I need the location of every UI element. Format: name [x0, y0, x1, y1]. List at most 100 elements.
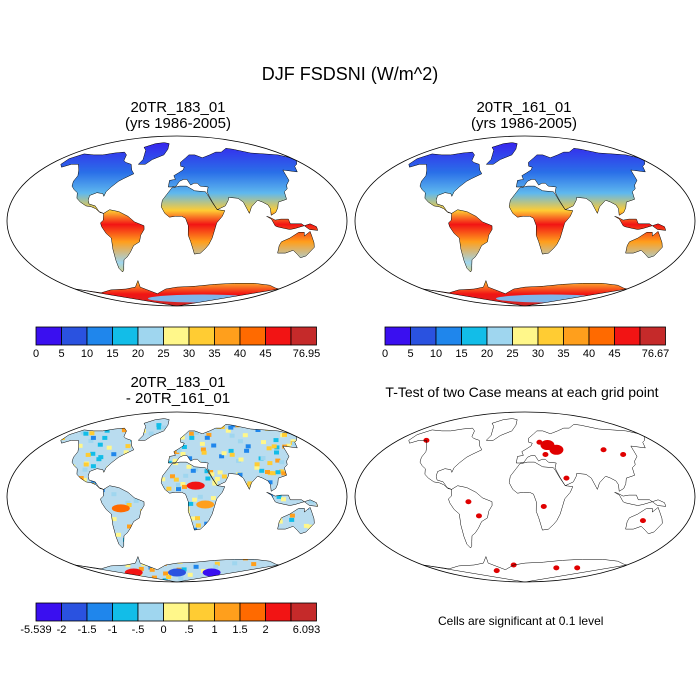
colorbar-tick-label: 25: [506, 348, 519, 360]
coastline-indonesia: [614, 216, 667, 231]
coastline-australia: [277, 506, 315, 535]
coastline-africa: [160, 461, 226, 531]
coastline-antarctica: [422, 279, 628, 306]
colorbar-tick-label: 35: [557, 348, 570, 360]
colorbar-swatch: [265, 602, 292, 622]
coastline-eurasia: [168, 148, 298, 216]
colorbar-tick-label: 0: [381, 348, 389, 360]
panel-2-title-line1: 20TR_161_01: [476, 99, 572, 116]
colorbar-swatch: [86, 602, 113, 622]
colorbar-swatch: [61, 326, 88, 346]
map-panel-1: [6, 135, 348, 307]
colorbar-swatch: [588, 326, 615, 346]
colorbar-swatch: [35, 326, 62, 346]
colorbar-swatch: [410, 326, 437, 346]
colorbar-tick-label: -5.539: [20, 624, 52, 636]
colorbar-swatch: [384, 326, 411, 346]
colorbar-tick-label: 15: [455, 348, 468, 360]
coastline-greenland: [137, 142, 170, 165]
coastline-antarctica: [74, 279, 280, 306]
map-border: [354, 135, 696, 307]
colorbar-tick-label: 40: [582, 348, 596, 360]
coastline-antarctica: [422, 555, 628, 582]
coastline-north-america: [408, 427, 483, 490]
colorbar-tick-label: 76.67: [641, 348, 670, 360]
map-border: [354, 411, 696, 583]
colorbar-swatch: [61, 602, 88, 622]
colorbar-swatch: [188, 326, 215, 346]
colorbar-swatch: [486, 326, 513, 346]
colorbar-swatch: [537, 326, 564, 346]
colorbar-swatch: [435, 326, 462, 346]
coastline-greenland: [485, 418, 518, 441]
coastline-eurasia: [516, 148, 646, 216]
map-border: [6, 411, 348, 583]
coastline-indonesia: [266, 216, 319, 231]
panel-4-title: T-Test of two Case means at each grid po…: [352, 384, 692, 400]
panel-1-title-line2: (yrs 1986-2005): [125, 115, 231, 132]
panel-3-title-line1: 20TR_183_01: [130, 374, 226, 391]
colorbar-panel-3: -5.539 -2 -1.5 -1 -.5 0 .5 1 1.5 2 6.093: [20, 602, 321, 642]
colorbar-tick-label: 20: [480, 348, 494, 360]
panel-3-title: 20TR_183_01 - 20TR_161_01: [8, 375, 348, 407]
panel-1-title: 20TR_183_01 (yrs 1986-2005): [8, 100, 348, 132]
colorbar-tick-label: 5: [58, 348, 65, 360]
colorbar-tick-label: 2: [262, 624, 269, 636]
colorbar-swatch: [163, 326, 190, 346]
coastline-australia: [625, 230, 663, 259]
coastline-north-america: [60, 427, 135, 490]
coastline-africa: [508, 461, 574, 531]
coastline-south-america: [448, 485, 493, 549]
colorbar-swatch: [163, 602, 190, 622]
colorbar-swatch: [290, 326, 317, 346]
colorbar-swatch: [214, 602, 241, 622]
coastline-south-america: [448, 209, 493, 273]
colorbar-swatch: [265, 326, 292, 346]
colorbar-tick-label: 0: [32, 348, 40, 360]
panel-3-title-line2: - 20TR_161_01: [125, 390, 231, 407]
panel-2-title: 20TR_161_01 (yrs 1986-2005): [354, 100, 694, 132]
coastline-indonesia: [614, 492, 667, 507]
coastline-indonesia: [266, 492, 319, 507]
colorbar-tick-label: 1: [211, 624, 218, 636]
colorbar-swatch: [86, 326, 113, 346]
colorbar-tick-label: 6.093: [292, 624, 321, 636]
colorbar-swatch: [239, 602, 266, 622]
colorbar-tick-label: -1: [107, 624, 118, 636]
coastline-north-america: [60, 151, 135, 214]
colorbar-swatch: [188, 602, 215, 622]
colorbar-tick-label: 20: [131, 348, 145, 360]
colorbar-tick-label: 5: [407, 348, 414, 360]
colorbar-tick-label: 0: [160, 624, 167, 636]
coastline-africa: [508, 185, 574, 255]
colorbar-tick-label: 40: [233, 348, 247, 360]
colorbar-tick-label: 45: [259, 348, 272, 360]
colorbar-swatch: [35, 602, 62, 622]
colorbar-tick-label: 15: [106, 348, 119, 360]
colorbar-swatch: [461, 326, 488, 346]
colorbar-tick-label: 30: [182, 348, 196, 360]
coastline-greenland: [485, 142, 518, 165]
colorbar-swatch: [112, 326, 139, 346]
colorbar-swatch: [137, 326, 164, 346]
colorbar-panel-2: 0 5 10 15 20 25 30 35 40 45 76.67: [381, 326, 670, 366]
coastline-north-america: [408, 151, 483, 214]
colorbar-tick-label: -1.5: [77, 624, 97, 636]
figure-title: DJF FSDSNI (W/m^2): [261, 64, 439, 84]
coastline-antarctica: [74, 555, 280, 582]
colorbar-panel-1: 0 5 10 15 20 25 30 35 40 45 76.95: [32, 326, 320, 366]
coastline-south-america: [100, 209, 145, 273]
colorbar-tick-label: 25: [157, 348, 170, 360]
colorbar-tick-label: -.5: [131, 624, 145, 636]
coastline-africa: [160, 185, 226, 255]
colorbar-tick-label: 10: [429, 348, 443, 360]
colorbar-tick-label: .5: [184, 624, 194, 636]
colorbar-swatch: [639, 326, 666, 346]
colorbar-swatch: [290, 602, 317, 622]
colorbar-swatch: [137, 602, 164, 622]
map-panel-3: [6, 411, 348, 583]
coastline-eurasia: [516, 424, 646, 492]
map-border: [6, 135, 348, 307]
coastline-australia: [277, 230, 315, 259]
colorbar-tick-label: -2: [56, 624, 67, 636]
